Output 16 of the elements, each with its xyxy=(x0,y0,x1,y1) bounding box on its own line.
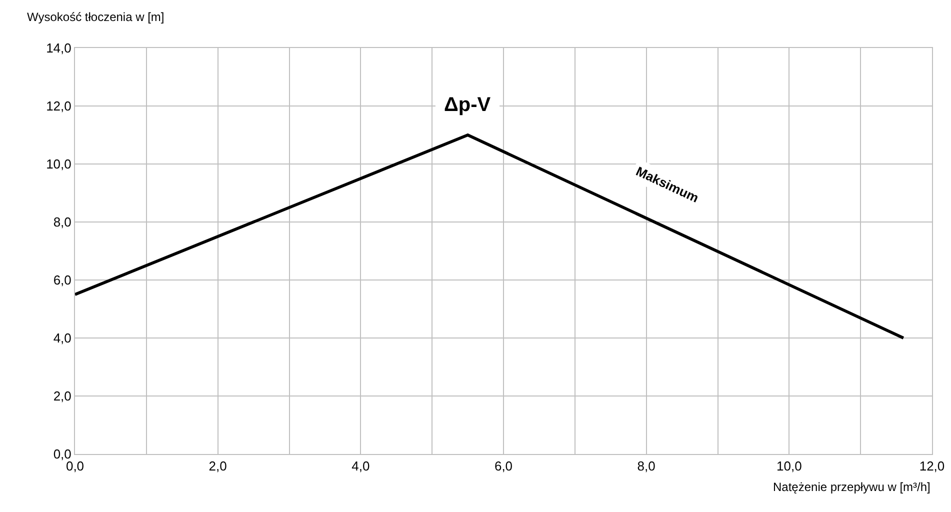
y-tick-label: 4,0 xyxy=(53,330,72,346)
y-tick-label: 14,0 xyxy=(46,40,72,56)
y-tick-label: 10,0 xyxy=(46,156,72,172)
x-tick-label: 2,0 xyxy=(208,458,227,474)
x-tick-label: 12,0 xyxy=(919,458,945,474)
y-tick-label: 2,0 xyxy=(53,388,72,404)
x-tick-label: 10,0 xyxy=(776,458,802,474)
y-tick-label: 6,0 xyxy=(53,272,72,288)
y-tick-label: 12,0 xyxy=(46,98,72,114)
y-tick-label: 8,0 xyxy=(53,214,72,230)
x-tick-label: 6,0 xyxy=(494,458,513,474)
y-axis-title: Wysokość tłoczenia w [m] xyxy=(27,10,164,24)
x-axis-title: Natężenie przepływu w [m³/h] xyxy=(773,480,930,494)
annotation: Δp-V xyxy=(444,94,492,116)
x-tick-label: 8,0 xyxy=(637,458,656,474)
x-tick-label: 4,0 xyxy=(352,458,370,474)
